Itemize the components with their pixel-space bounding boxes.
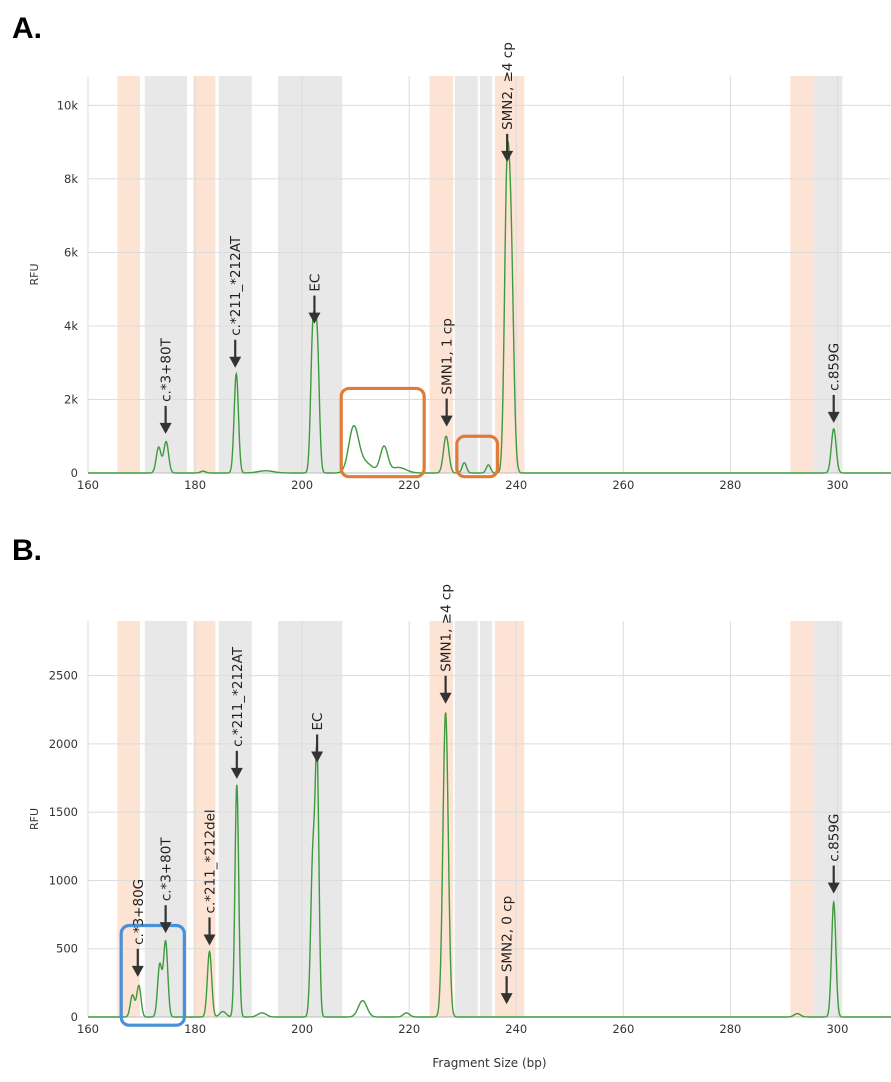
band-orange — [193, 76, 215, 473]
chart-panel-b: B. 160 180 200 220 240 260 280 300 0 500 1000 1500 20… — [12, 534, 891, 1070]
annotation-label: c.859G — [827, 814, 843, 862]
annotation-label: EC — [307, 274, 323, 292]
panel-label: B. — [12, 534, 42, 567]
x-axis-label: Fragment Size (bp) — [432, 1056, 546, 1070]
annotation-label: SMN1, ≥4 cp — [439, 584, 455, 672]
y-axis-label: RFU — [28, 263, 41, 285]
x-tick-label: 280 — [719, 1022, 741, 1036]
x-tick-label: 160 — [77, 1022, 99, 1036]
band-gray — [455, 621, 478, 1017]
annotation-label: c.859G — [827, 343, 843, 391]
y-tick-label: 6k — [64, 245, 78, 259]
annotation-label: c.*211_*212del — [203, 809, 219, 913]
y-tick-label: 500 — [56, 942, 78, 956]
highlight-box — [341, 388, 424, 476]
panel-label: A. — [12, 12, 42, 45]
x-tick-label: 300 — [826, 1022, 848, 1036]
chart-panel-a: A. 160 180 200 220 240 260 280 300 0 2k 4k 6k 8k 10k RF… — [12, 12, 891, 492]
y-tick-label: 0 — [71, 466, 78, 480]
annotation-label: SMN1, 1 cp — [440, 318, 456, 394]
x-tick-label: 180 — [184, 478, 206, 492]
band-gray — [480, 76, 492, 473]
y-tick-label: 2000 — [49, 737, 78, 751]
x-tick-label: 240 — [505, 478, 527, 492]
band-orange — [790, 76, 814, 473]
annotation-label: c.*3+80G — [131, 879, 147, 945]
x-tick-label: 260 — [612, 1022, 634, 1036]
x-tick-label: 260 — [612, 478, 634, 492]
band-orange — [430, 76, 454, 473]
band-orange — [790, 621, 814, 1017]
y-tick-label: 0 — [71, 1010, 78, 1024]
y-tick-label: 1000 — [49, 873, 78, 887]
y-tick-label: 8k — [64, 172, 78, 186]
annotation-label: c.*211_*212AT — [228, 235, 244, 336]
annotation-label: SMN2, ≥4 cp — [500, 42, 516, 130]
band-orange — [495, 76, 524, 473]
x-tick-label: 200 — [291, 478, 313, 492]
x-tick-label: 200 — [291, 1022, 313, 1036]
x-tick-label: 220 — [398, 1022, 420, 1036]
y-tick-label: 1500 — [49, 805, 78, 819]
band-gray — [480, 621, 492, 1017]
annotation-label: c.*3+80T — [159, 337, 175, 402]
x-tick-label: 220 — [398, 478, 420, 492]
y-tick-label: 2k — [64, 392, 78, 406]
x-tick-label: 280 — [719, 478, 741, 492]
band-gray — [145, 621, 187, 1017]
annotation-label: EC — [310, 713, 326, 731]
x-tick-label: 300 — [826, 478, 848, 492]
annotation-label: c.*3+80T — [159, 837, 175, 902]
y-axis-label: RFU — [28, 808, 41, 830]
band-orange — [117, 76, 139, 473]
y-tick-label: 4k — [64, 319, 78, 333]
band-gray — [455, 76, 478, 473]
y-tick-label: 10k — [57, 98, 79, 112]
y-tick-label: 2500 — [49, 669, 78, 683]
annotation-label: c.*211_*212AT — [230, 646, 246, 747]
x-tick-label: 160 — [77, 478, 99, 492]
annotation-label: SMN2, 0 cp — [500, 896, 516, 972]
x-tick-label: 240 — [505, 1022, 527, 1036]
x-tick-label: 180 — [184, 1022, 206, 1036]
